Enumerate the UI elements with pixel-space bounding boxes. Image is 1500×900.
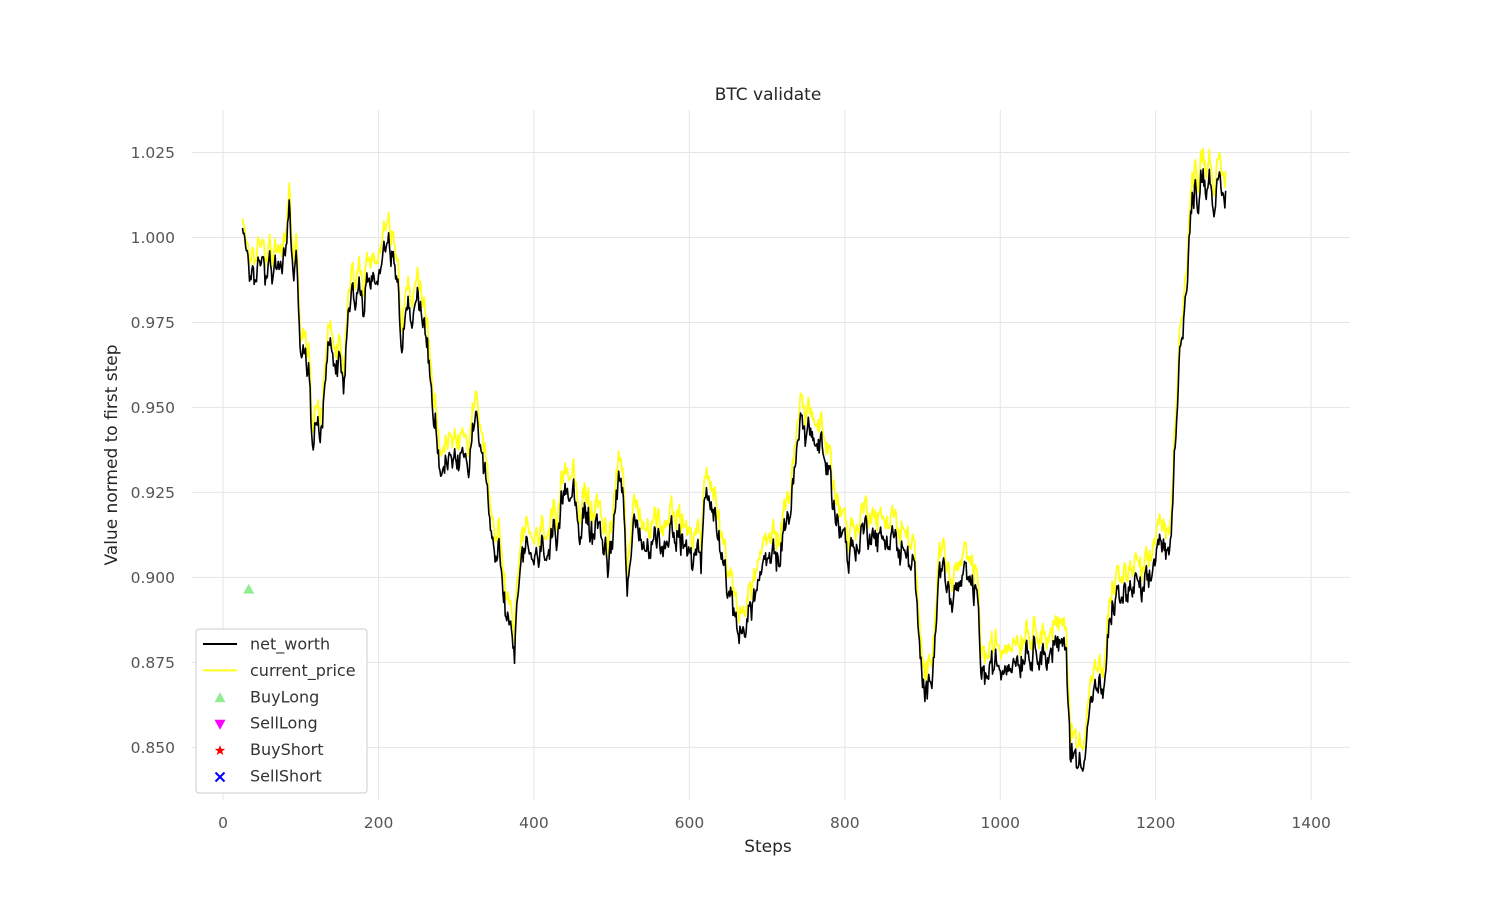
y-tick-label: 1.025 — [131, 144, 175, 162]
x-tick-label: 1000 — [981, 814, 1020, 832]
y-tick-label: 0.850 — [131, 739, 175, 757]
legend-frame — [195, 628, 368, 794]
legend-swatch-sellshort — [214, 771, 226, 783]
x-tick-label: 0 — [218, 814, 228, 832]
legend-label-sellshort: SellShort — [250, 767, 322, 786]
y-tick-label: 0.875 — [131, 654, 175, 672]
legend-label-buylong: BuyLong — [250, 687, 319, 706]
grid — [192, 110, 1350, 800]
legend-swatch-buylong — [214, 692, 226, 703]
x-axis-label: Steps — [744, 837, 792, 857]
y-tick-label: 1.000 — [131, 229, 175, 247]
y-tick-label: 0.975 — [131, 314, 175, 332]
legend-swatch-selllong — [214, 719, 226, 730]
x-tick-label: 400 — [519, 814, 549, 832]
series-line-current-price — [241, 147, 1227, 751]
legend-label-net-worth: net_worth — [250, 635, 330, 655]
legend-label-current-price: current_price — [250, 661, 356, 681]
legend: net_worth current_price BuyLong SellLong Buy… — [195, 628, 368, 794]
x-tick-label: 200 — [364, 814, 394, 832]
y-axis-label: Value normed to first step — [102, 344, 122, 565]
series-line-net-worth — [241, 168, 1227, 772]
legend-swatch-buyshort — [214, 745, 226, 756]
x-tick-label: 1400 — [1291, 814, 1330, 832]
y-tick-label: 0.925 — [131, 484, 175, 502]
x-tick-label: 600 — [675, 814, 705, 832]
chart-title: BTC validate — [715, 85, 822, 105]
legend-label-buyshort: BuyShort — [250, 740, 324, 759]
legend-label-selllong: SellLong — [250, 714, 318, 733]
y-tick-label: 0.900 — [131, 569, 175, 587]
marker-buylong — [243, 583, 255, 594]
series-lines — [241, 147, 1227, 772]
y-tick-label: 0.950 — [131, 399, 175, 417]
x-tick-label: 800 — [830, 814, 860, 832]
tick-labels: 0 200 400 600 800 1000 1200 1400 0.850 0.875 0.900… — [131, 144, 1331, 832]
trade-markers — [243, 583, 255, 594]
x-tick-label: 1200 — [1136, 814, 1175, 832]
